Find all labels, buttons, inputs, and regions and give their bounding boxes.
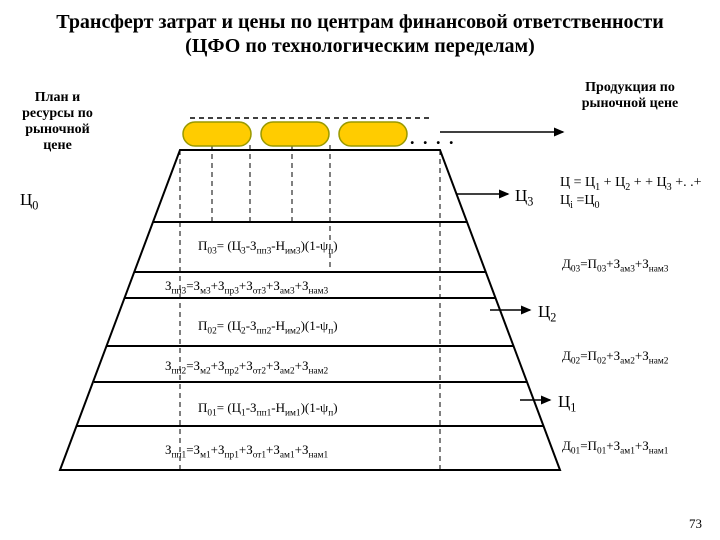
formula-z3: Зпп3=Зм3+Зпр3+Зот3+Зам3+Знам3 — [165, 278, 328, 297]
c3-label: Ц3 — [515, 186, 533, 208]
formula-d01: Д01=П01+Зам1+Знам1 — [562, 438, 668, 457]
formula-z2: Зпп2=Зм2+Зпр2+Зот2+Зам2+Знам2 — [165, 358, 328, 377]
c2-label: Ц2 — [538, 302, 556, 324]
formula-p03: П03= (Ц3-Зпп3-Ним3)(1-ψп) — [198, 238, 338, 257]
c0-label: Ц0 — [20, 190, 38, 212]
capsule-3 — [339, 122, 407, 146]
formula-p01: П01= (Ц1-Зпп1-Ним1)(1-ψп) — [198, 400, 338, 419]
formula-z1: Зпп1=Зм1+Зпр1+Зот1+Зам1+Знам1 — [165, 442, 328, 461]
capsule-2 — [261, 122, 329, 146]
pyramid-outline — [60, 150, 560, 470]
formula-sum: Ц = Ц1 + Ц2 + + Ц3 +. .+ Цi =Ц0 — [560, 175, 710, 212]
right-label: Продукция по рыночной цене — [570, 80, 690, 112]
c1-label: Ц1 — [558, 392, 576, 414]
left-label: План и ресурсы по рыночной цене — [10, 90, 105, 154]
formula-d02: Д02=П02+Зам2+Знам2 — [562, 348, 668, 367]
formula-p02: П02= (Ц2-Зпп2-Ним2)(1-ψп) — [198, 318, 338, 337]
formula-d03: Д03=П03+Зам3+Знам3 — [562, 256, 668, 275]
page-number: 73 — [689, 516, 702, 532]
ellipsis: . . . . — [410, 128, 456, 149]
capsule-1 — [183, 122, 251, 146]
